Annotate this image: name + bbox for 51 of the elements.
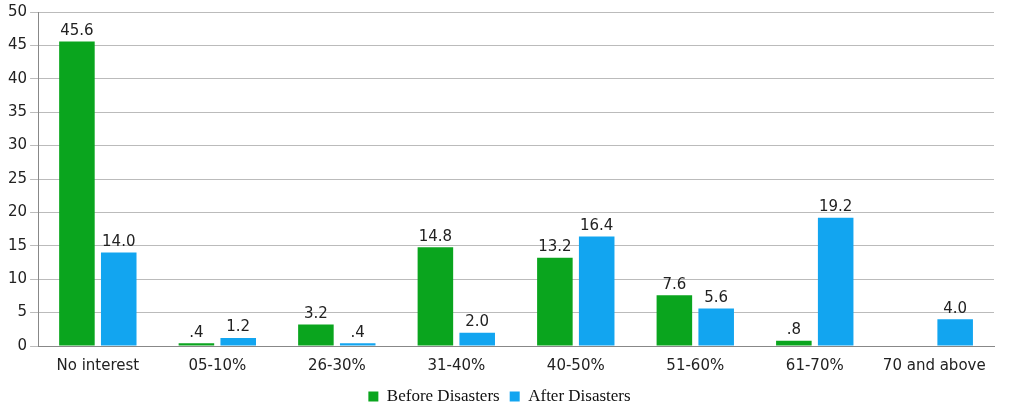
bar [817, 217, 854, 346]
bar [178, 343, 215, 346]
bar [698, 308, 734, 346]
data-label: 2.0 [465, 312, 490, 331]
data-label: .4 [189, 322, 204, 341]
y-tick-label: 25 [7, 168, 28, 187]
y-tick-label: 10 [7, 269, 28, 288]
legend-label: After Disasters [528, 385, 631, 405]
bar [59, 41, 95, 346]
data-label: 14.8 [418, 226, 453, 245]
x-tick-label: 61-70% [785, 355, 844, 374]
y-tick-label: 45 [7, 35, 28, 54]
bar [100, 252, 137, 346]
bar [220, 337, 257, 346]
data-label: 16.4 [580, 215, 614, 234]
data-label: 5.6 [704, 287, 729, 306]
bar [578, 236, 615, 346]
bar [937, 319, 973, 346]
data-label: 3.2 [303, 304, 328, 323]
data-label: 45.6 [60, 20, 94, 39]
bar [656, 295, 693, 346]
y-tick-label: 35 [7, 102, 28, 121]
legend-label: Before Disasters [386, 385, 500, 405]
bar [537, 257, 573, 346]
x-tick-label: 31-40% [427, 355, 486, 374]
bar [417, 247, 454, 346]
data-label: 1.2 [226, 317, 251, 336]
bar [298, 324, 334, 346]
data-label: .4 [350, 322, 365, 341]
y-tick-label: 50 [7, 1, 28, 20]
x-tick-label: 26-30% [307, 355, 366, 374]
y-tick-label: 30 [7, 135, 28, 154]
data-label: 19.2 [818, 197, 853, 216]
bar [339, 343, 376, 346]
data-label: 4.0 [943, 298, 968, 317]
data-label: 7.6 [662, 274, 687, 293]
x-tick-label: 40-50% [546, 355, 605, 374]
bar [776, 340, 812, 346]
y-tick-label: 15 [7, 235, 28, 254]
x-tick-label: 70 and above [882, 355, 986, 374]
x-tick-label: 05-10% [188, 355, 247, 374]
data-label: .8 [786, 320, 802, 339]
data-label: 13.2 [538, 237, 572, 256]
y-tick-label: 5 [17, 302, 28, 321]
y-tick-label: 20 [7, 202, 28, 221]
x-tick-label: No interest [56, 355, 140, 374]
x-tick-label: 51-60% [666, 355, 725, 374]
data-label: 14.0 [102, 231, 136, 250]
y-tick-label: 0 [17, 335, 28, 354]
y-tick-label: 40 [7, 68, 28, 87]
bar [459, 332, 495, 346]
